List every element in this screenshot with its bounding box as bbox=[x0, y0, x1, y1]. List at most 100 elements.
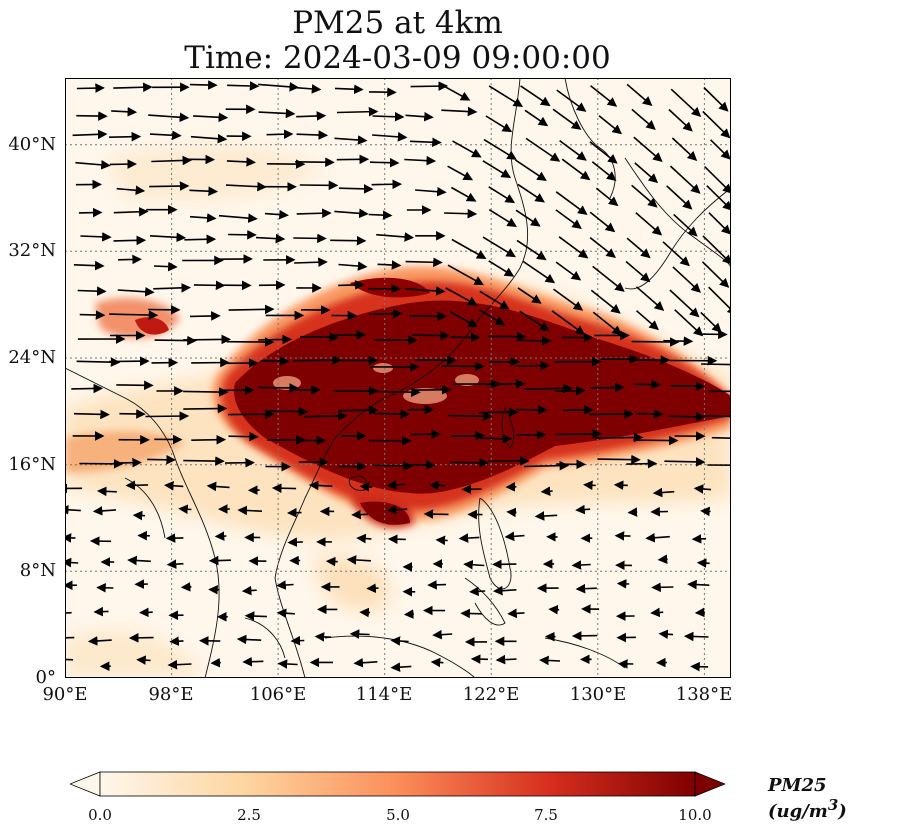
wind-arrow bbox=[595, 187, 619, 207]
pm25-map bbox=[65, 78, 731, 678]
wind-arrow bbox=[555, 261, 582, 281]
wind-arrow bbox=[696, 558, 710, 568]
wind-arrow bbox=[409, 137, 442, 148]
wind-arrow bbox=[652, 487, 675, 498]
wind-arrow bbox=[336, 154, 370, 165]
wind-arrow bbox=[79, 310, 106, 320]
wind-arrow bbox=[469, 586, 486, 597]
wind-arrow bbox=[189, 80, 218, 90]
wind-arrow bbox=[258, 334, 293, 345]
wind-arrow bbox=[330, 235, 367, 246]
wind-arrow bbox=[485, 115, 513, 133]
wind-arrow bbox=[672, 266, 701, 293]
wind-arrow bbox=[151, 155, 193, 166]
wind-arrow bbox=[73, 409, 110, 420]
wind-arrow bbox=[517, 287, 542, 304]
wind-arrow bbox=[410, 81, 449, 91]
wind-arrow bbox=[184, 234, 217, 245]
wind-arrow bbox=[149, 232, 187, 243]
wind-arrow bbox=[208, 555, 231, 566]
wind-arrow bbox=[294, 84, 322, 94]
x-tick-label: 106°E bbox=[249, 684, 307, 705]
chart-title-line2: Time: 2024-03-09 09:00:00 bbox=[184, 40, 611, 76]
wind-arrow bbox=[669, 289, 700, 318]
wind-arrow bbox=[76, 83, 105, 93]
pm25-core-layer bbox=[135, 277, 731, 525]
wind-arrow bbox=[634, 162, 659, 184]
wind-arrow bbox=[589, 211, 616, 233]
wind-arrow bbox=[308, 480, 333, 491]
wind-arrow bbox=[450, 457, 489, 468]
wind-arrow bbox=[633, 136, 663, 163]
wind-arrow bbox=[700, 415, 731, 418]
wind-arrow bbox=[353, 657, 378, 668]
wind-arrow bbox=[651, 582, 674, 593]
wind-arrow bbox=[534, 511, 558, 521]
wind-arrow bbox=[703, 86, 729, 112]
wind-arrow bbox=[590, 289, 621, 314]
wind-arrow bbox=[445, 287, 478, 306]
wind-arrow bbox=[93, 606, 109, 617]
wind-arrow bbox=[488, 260, 515, 277]
wind-arrow bbox=[113, 235, 147, 246]
x-tick-label: 90°E bbox=[42, 684, 88, 705]
colorbar-extend-high bbox=[694, 771, 725, 797]
wind-arrow bbox=[113, 457, 142, 468]
wind-arrow bbox=[463, 559, 485, 570]
wind-arrow bbox=[193, 112, 229, 123]
wind-arrow bbox=[691, 534, 707, 544]
x-tick-label: 98°E bbox=[148, 684, 194, 705]
wind-arrow bbox=[293, 233, 327, 244]
colorbar-label-sup: 3 bbox=[827, 796, 839, 814]
wind-arrow bbox=[148, 112, 190, 123]
wind-arrow bbox=[390, 636, 409, 646]
colorbar bbox=[70, 771, 725, 797]
wind-arrow bbox=[336, 106, 379, 117]
wind-arrow bbox=[701, 363, 731, 366]
wind-arrow bbox=[359, 482, 373, 492]
wind-arrow bbox=[334, 208, 369, 219]
wind-arrow bbox=[403, 609, 414, 619]
wind-arrow bbox=[423, 509, 449, 519]
wind-arrow bbox=[554, 385, 586, 396]
wind-arrow bbox=[483, 138, 517, 160]
wind-arrow bbox=[516, 405, 548, 415]
wind-arrow bbox=[635, 286, 665, 311]
wind-arrow bbox=[515, 209, 541, 227]
wind-arrow bbox=[183, 387, 229, 397]
wind-arrow bbox=[540, 486, 553, 496]
wind-arrow bbox=[626, 458, 658, 469]
wind-arrow bbox=[525, 137, 561, 162]
y-tick-label: 16°N bbox=[8, 454, 56, 475]
wind-arrow bbox=[258, 108, 296, 119]
y-tick-label: 24°N bbox=[8, 347, 56, 368]
wind-arrow bbox=[589, 141, 618, 164]
wind-arrow bbox=[708, 286, 731, 316]
wind-arrow bbox=[451, 238, 487, 259]
wind-arrow bbox=[71, 383, 104, 394]
wind-arrow bbox=[87, 636, 112, 646]
wind-arrow bbox=[373, 387, 421, 397]
wind-arrow bbox=[227, 81, 260, 91]
wind-arrow bbox=[356, 533, 372, 544]
wind-arrow bbox=[583, 480, 596, 491]
wind-arrow bbox=[296, 130, 329, 140]
wind-arrow bbox=[149, 130, 182, 141]
wind-arrow bbox=[334, 84, 364, 95]
wind-arrow bbox=[296, 111, 327, 121]
wind-arrow bbox=[690, 661, 709, 672]
wind-arrow bbox=[189, 311, 221, 321]
wind-arrow bbox=[668, 412, 706, 422]
wind-arrow bbox=[683, 631, 709, 642]
wind-arrow bbox=[76, 111, 108, 121]
wind-arrow bbox=[702, 110, 731, 139]
wind-arrow bbox=[592, 311, 623, 336]
wind-arrow bbox=[595, 432, 644, 443]
wind-arrow bbox=[180, 582, 192, 592]
wind-arrow bbox=[136, 655, 151, 665]
wind-arrow bbox=[414, 355, 457, 366]
wind-arrow bbox=[555, 429, 602, 439]
wind-arrow bbox=[700, 506, 711, 517]
wind-arrow bbox=[369, 308, 403, 319]
wind-arrow bbox=[191, 434, 227, 445]
